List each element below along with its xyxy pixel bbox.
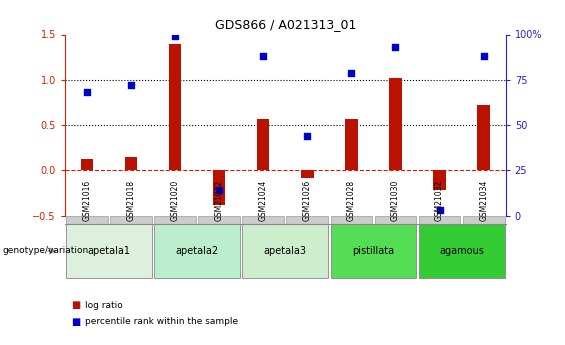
Text: GSM21016: GSM21016 xyxy=(82,179,92,221)
Bar xyxy=(301,170,314,178)
Text: agamous: agamous xyxy=(439,246,484,256)
Point xyxy=(127,82,136,88)
Text: ■: ■ xyxy=(71,300,80,310)
Bar xyxy=(81,159,93,170)
Point xyxy=(479,53,488,59)
Text: GSM21030: GSM21030 xyxy=(391,179,400,221)
Bar xyxy=(125,157,137,170)
Point xyxy=(259,53,268,59)
Title: GDS866 / A021313_01: GDS866 / A021313_01 xyxy=(215,18,356,31)
Point xyxy=(171,33,180,39)
Bar xyxy=(433,170,446,190)
Text: log ratio: log ratio xyxy=(85,301,123,310)
Text: GSM21032: GSM21032 xyxy=(435,179,444,221)
Text: GSM21022: GSM21022 xyxy=(215,180,224,221)
Text: apetala1: apetala1 xyxy=(88,246,131,256)
Point xyxy=(391,45,400,50)
Point xyxy=(303,133,312,139)
Bar xyxy=(213,170,225,205)
Point xyxy=(435,207,444,213)
Text: GSM21020: GSM21020 xyxy=(171,179,180,221)
Text: genotype/variation: genotype/variation xyxy=(3,246,89,256)
Text: GSM21024: GSM21024 xyxy=(259,179,268,221)
Text: GSM21028: GSM21028 xyxy=(347,180,356,221)
Bar xyxy=(477,105,490,170)
Text: GSM21018: GSM21018 xyxy=(127,180,136,221)
Text: GSM21034: GSM21034 xyxy=(479,179,488,221)
Bar xyxy=(169,43,181,170)
Bar xyxy=(345,119,358,170)
Text: pistillata: pistillata xyxy=(353,246,394,256)
Text: percentile rank within the sample: percentile rank within the sample xyxy=(85,317,238,326)
Bar xyxy=(389,78,402,170)
Text: GSM21026: GSM21026 xyxy=(303,179,312,221)
Point xyxy=(347,70,356,75)
Point xyxy=(215,187,224,193)
Point xyxy=(82,90,92,95)
Text: apetala2: apetala2 xyxy=(176,246,219,256)
Bar xyxy=(257,119,270,170)
Text: apetala3: apetala3 xyxy=(264,246,307,256)
Text: ■: ■ xyxy=(71,317,80,326)
